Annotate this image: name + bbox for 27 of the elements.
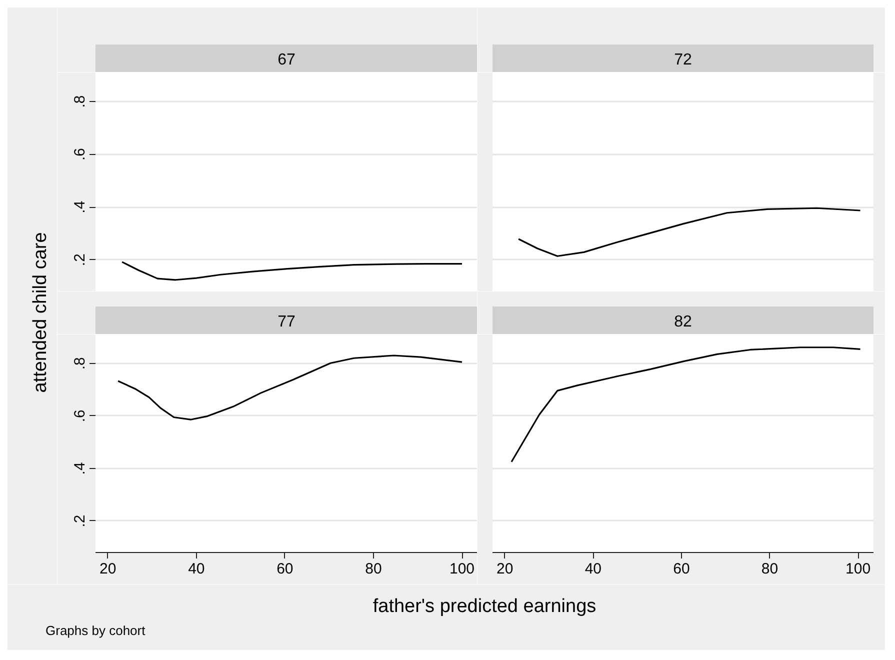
x-tick-label: 40 (188, 560, 205, 578)
line-series (117, 354, 463, 420)
y-tick-label: .6 (72, 148, 88, 161)
x-tick-label: 60 (276, 560, 294, 578)
y-tick-label: .4 (72, 462, 88, 475)
chart-title: 72 (674, 52, 692, 68)
y-axis-title: attended child care (30, 232, 51, 393)
x-tick-label: 40 (584, 560, 602, 578)
x-tick-label: 20 (100, 560, 116, 578)
line-series (121, 261, 463, 281)
y-tick-label: .2 (72, 254, 88, 266)
text: Graphs by cohort (46, 623, 146, 638)
y-tick-label: .2 (72, 514, 88, 528)
chart-title: 82 (674, 314, 692, 330)
x-tick-label: 80 (365, 560, 382, 578)
x-tick-label: 100 (449, 560, 475, 578)
y-tick-label: .8 (72, 357, 88, 370)
x-tick-label: 20 (496, 560, 514, 578)
x-tick-label: 60 (673, 560, 690, 578)
chart-title: 77 (278, 314, 296, 330)
x-axis-title: father's predicted earnings (372, 596, 596, 617)
y-tick-label: .4 (72, 200, 88, 214)
x-tick-label: 100 (846, 560, 871, 578)
y-tick-label: .6 (72, 410, 88, 422)
x-tick-label: 80 (761, 560, 778, 578)
chart-title: 67 (278, 52, 296, 68)
y-tick-label: .8 (72, 95, 88, 108)
